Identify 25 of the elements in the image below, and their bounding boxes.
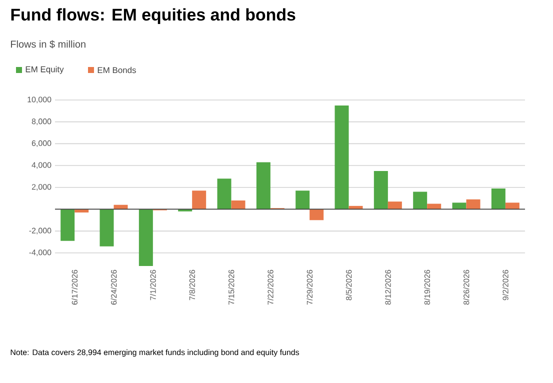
- bar: [114, 204, 128, 210]
- bar: [452, 202, 466, 210]
- bar: [348, 206, 363, 210]
- bar: [60, 209, 75, 241]
- bar: [334, 105, 349, 210]
- bar: [388, 202, 402, 210]
- legend-label: EM Equity: [26, 66, 64, 74]
- bar: [74, 209, 89, 212]
- chart-title: Fund flows: EM equities and bonds: [11, 8, 296, 24]
- bar: [466, 199, 480, 210]
- bar: [231, 200, 246, 210]
- bar: [192, 190, 206, 210]
- bar: [413, 192, 428, 210]
- bar: [491, 188, 506, 210]
- bar: [100, 209, 114, 246]
- bar: [138, 209, 153, 266]
- bar: [505, 202, 520, 210]
- bar: [427, 204, 442, 210]
- legend-label: EM Bonds: [98, 66, 136, 74]
- bar: [310, 209, 324, 220]
- chart-subtitle: Flows in $ million: [11, 40, 86, 48]
- bar: [296, 190, 310, 210]
- bar: [256, 162, 270, 210]
- bar: [217, 178, 232, 210]
- bar: [374, 170, 388, 210]
